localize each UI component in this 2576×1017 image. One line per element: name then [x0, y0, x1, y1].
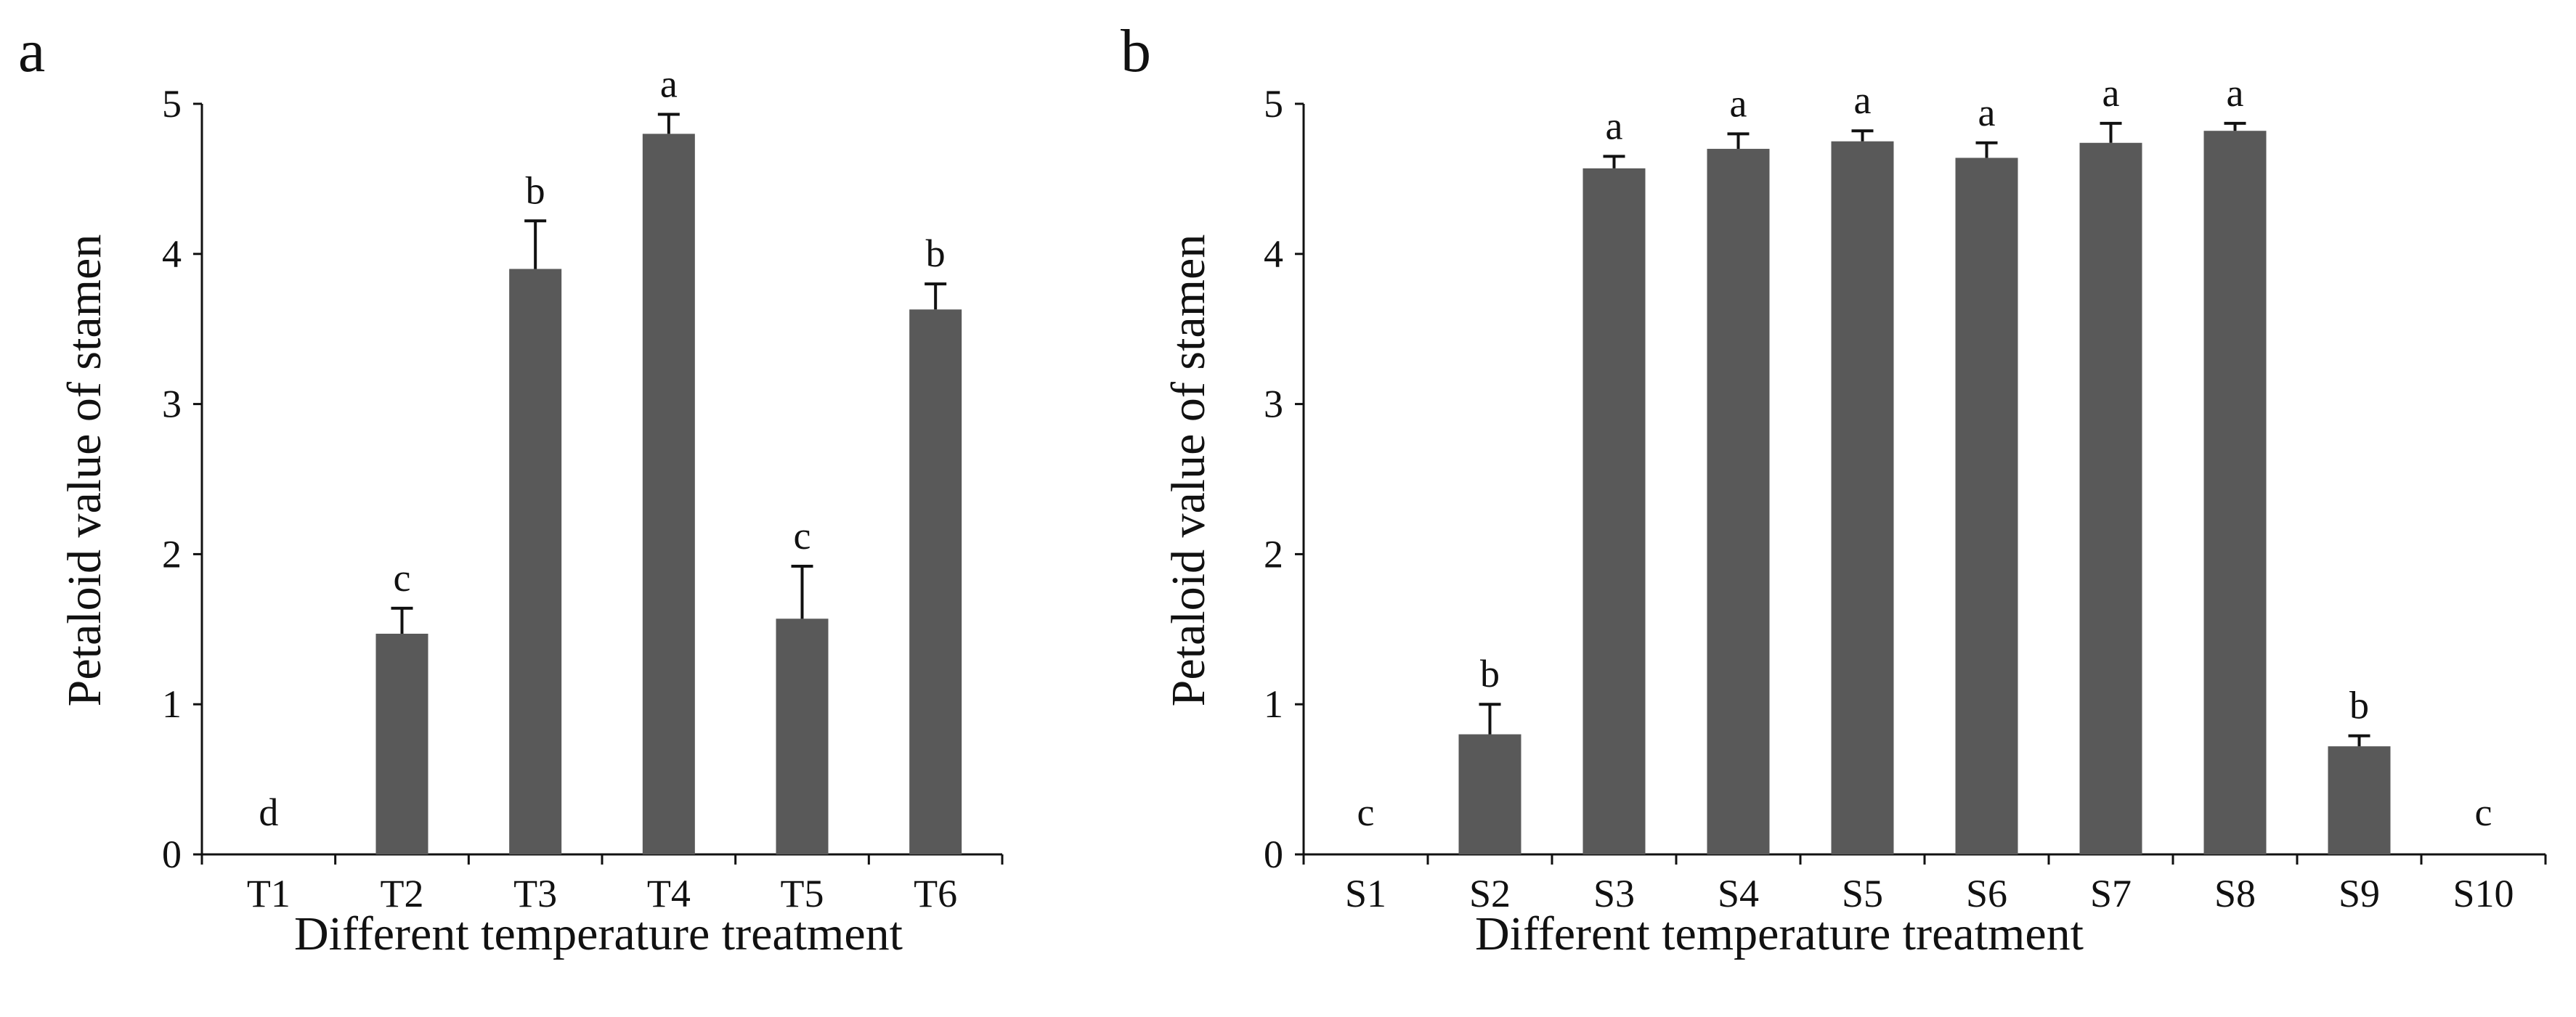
panel-b-bar-S2 — [1458, 734, 1521, 854]
panel-a-x-tick-label: T5 — [781, 872, 824, 915]
panel-a-y-tick-label: 4 — [162, 232, 182, 276]
panel-a-y-tick-label: 5 — [162, 82, 182, 126]
panel-b-x-tick-label: S4 — [1718, 872, 1759, 915]
panel-b-x-tick-label: S1 — [1345, 872, 1386, 915]
panel-a: a Petaloid value of stamen Different tem… — [18, 17, 1004, 960]
panel-b-y-tick-label: 2 — [1264, 532, 1283, 576]
panel-b-x-axis-title: Different temperature treatment — [1475, 907, 2084, 960]
panel-b-bar-S9 — [2328, 746, 2391, 854]
panel-b-bar-S5 — [1831, 141, 1894, 854]
panel-b: b Petaloid value of stamen Different tem… — [1121, 17, 2547, 960]
panel-a-bar-T5 — [776, 618, 829, 854]
panel-b-significance-label-S9: b — [2349, 684, 2369, 727]
panel-a-significance-label-T6: b — [926, 232, 946, 275]
panel-a-significance-label-T3: b — [526, 168, 545, 212]
panel-b-x-tick-label: S3 — [1593, 872, 1635, 915]
panel-a-y-tick-label: 0 — [162, 833, 182, 876]
panel-b-significance-label-S5: a — [1854, 78, 1872, 122]
panel-b-x-tick-label: S7 — [2090, 872, 2132, 915]
panel-b-bar-S7 — [2079, 142, 2142, 854]
panel-b-y-tick-label: 4 — [1264, 232, 1283, 276]
panel-b-significance-label-S8: a — [2227, 71, 2244, 115]
panel-a-significance-label-T1: d — [259, 791, 278, 834]
panel-b-x-tick-label: S9 — [2339, 872, 2380, 915]
panel-a-significance-label-T5: c — [794, 514, 811, 557]
panel-b-plot: 0 1 2 3 4 5 S1 c S2 b S3 a S4 a S5 a S6 a S7 a S8 a S9 b S10 c — [1264, 71, 2547, 915]
panel-a-x-tick-label: T6 — [914, 872, 957, 915]
panel-a-bar-T2 — [375, 634, 428, 854]
panel-a-bar-T4 — [642, 134, 695, 855]
panel-b-y-axis-title: Petaloid value of stamen — [1162, 234, 1215, 707]
panel-b-significance-label-S10: c — [2475, 791, 2492, 834]
panel-b-significance-label-S3: a — [1606, 104, 1623, 147]
panel-b-significance-label-S6: a — [1978, 91, 1996, 134]
panel-b-x-tick-label: S2 — [1469, 872, 1511, 915]
panel-b-significance-label-S1: c — [1357, 791, 1375, 834]
panel-a-y-tick-label: 3 — [162, 383, 182, 426]
panel-b-y-tick-label: 1 — [1264, 682, 1283, 726]
panel-b-y-tick-label: 0 — [1264, 833, 1283, 876]
panel-a-x-tick-label: T1 — [247, 872, 290, 915]
panel-b-significance-label-S2: b — [1480, 652, 1500, 695]
panel-b-bar-S8 — [2203, 131, 2267, 854]
panel-b-y-tick-label: 3 — [1264, 383, 1283, 426]
panel-b-y-tick-label: 5 — [1264, 82, 1283, 126]
panel-a-significance-label-T4: a — [660, 62, 678, 105]
panel-b-bar-S4 — [1707, 149, 1770, 855]
panel-a-bar-T3 — [509, 269, 562, 855]
panel-b-x-tick-label: S10 — [2453, 872, 2514, 915]
panel-a-x-tick-label: T4 — [647, 872, 691, 915]
panel-b-bar-S3 — [1582, 168, 1646, 854]
panel-a-significance-label-T2: c — [394, 556, 411, 600]
panel-a-x-axis-title: Different temperature treatment — [294, 907, 903, 960]
panel-b-x-tick-label: S8 — [2214, 872, 2256, 915]
panel-a-bar-T6 — [909, 309, 962, 854]
panel-a-plot: 0 1 2 3 4 5 T1 d T2 c T3 b T4 a T5 c T6 b — [162, 62, 1004, 915]
panel-a-letter: a — [18, 17, 45, 85]
panel-b-letter: b — [1121, 17, 1151, 85]
panel-b-x-tick-label: S5 — [1842, 872, 1883, 915]
panel-a-y-tick-label: 2 — [162, 532, 182, 576]
panel-b-significance-label-S4: a — [1730, 81, 1747, 125]
panel-a-x-tick-label: T2 — [381, 872, 424, 915]
panel-b-significance-label-S7: a — [2102, 71, 2120, 115]
panel-a-y-axis-title: Petaloid value of stamen — [58, 234, 111, 707]
panel-a-y-tick-label: 1 — [162, 682, 182, 726]
panel-b-bar-S6 — [1955, 158, 2018, 854]
panel-b-x-tick-label: S6 — [1966, 872, 2007, 915]
panel-a-x-tick-label: T3 — [513, 872, 557, 915]
